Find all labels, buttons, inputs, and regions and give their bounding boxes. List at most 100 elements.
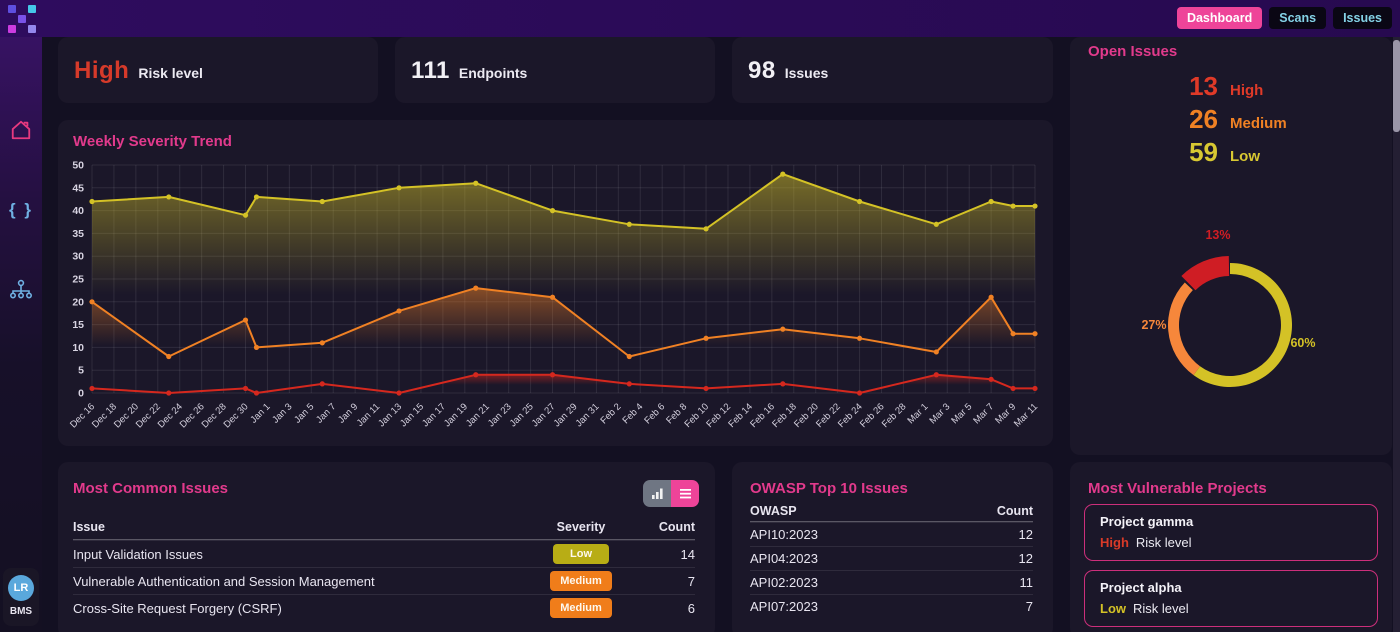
most-common-issues-table: Issue Severity Count Input Validation Issue… <box>58 514 715 621</box>
open-issues-row: 59 Low <box>1070 137 1392 168</box>
avatar: LR <box>8 575 34 601</box>
endpoints-card: 111 Endpoints <box>395 37 715 103</box>
list-icon <box>679 489 691 499</box>
svg-text:Mar 11: Mar 11 <box>1012 401 1040 429</box>
svg-text:Jan 5: Jan 5 <box>292 401 316 425</box>
svg-text:13%: 13% <box>1205 228 1230 242</box>
open-issues-title: Open Issues <box>1088 43 1178 60</box>
svg-text:15: 15 <box>72 319 84 331</box>
owasp-panel: OWASP Top 10 Issues OWASP Count API10:2023… <box>732 462 1053 632</box>
logo-square <box>8 25 16 33</box>
main-nav: Dashboard Scans Issues <box>1176 7 1392 29</box>
table-row[interactable]: API10:2023 12 <box>750 522 1033 546</box>
svg-text:30: 30 <box>72 251 84 263</box>
most-common-issues-title: Most Common Issues <box>73 480 229 497</box>
severity-badge: Medium <box>550 571 612 591</box>
open-issue-label: Medium <box>1230 115 1287 132</box>
open-issues-row: 13 High <box>1070 71 1392 102</box>
table-row[interactable]: Cross-Site Request Forgery (CSRF) Medium 6 <box>73 594 695 621</box>
view-toggle <box>643 480 699 507</box>
open-issues-panel: Open Issues 13 High 26 Medium 59 Low 60% 27% 13… <box>1070 37 1392 455</box>
logo-square <box>28 5 36 13</box>
svg-text:35: 35 <box>72 228 84 240</box>
table-header: Issue Severity Count <box>73 514 695 540</box>
svg-text:Jan 13: Jan 13 <box>376 401 404 429</box>
user-menu[interactable]: LR BMS <box>3 568 39 626</box>
owasp-count: 12 <box>1018 551 1033 566</box>
project-card[interactable]: Project gamma High Risk level <box>1084 504 1378 561</box>
owasp-id: API07:2023 <box>750 599 818 614</box>
svg-text:Jan 1: Jan 1 <box>248 401 272 425</box>
network-sitemap-icon[interactable] <box>0 278 42 302</box>
list-view-button[interactable] <box>671 480 699 507</box>
svg-text:50: 50 <box>72 160 84 172</box>
severity-donut-chart: 60% 27% 13% <box>1141 228 1316 387</box>
open-issue-label: High <box>1230 82 1264 99</box>
issue-count: 14 <box>680 546 695 562</box>
svg-text:Feb 2: Feb 2 <box>598 401 623 426</box>
open-issue-count: 26 <box>1189 104 1218 134</box>
svg-text:Feb 6: Feb 6 <box>642 401 667 426</box>
svg-text:Mar 7: Mar 7 <box>971 401 996 426</box>
bar-chart-icon <box>651 488 663 499</box>
table-row[interactable]: API04:2023 12 <box>750 546 1033 570</box>
chart-view-button[interactable] <box>643 480 671 507</box>
home-icon[interactable] <box>0 119 42 141</box>
page-scrollbar[interactable] <box>1393 37 1400 632</box>
trend-title: Weekly Severity Trend <box>73 133 232 150</box>
logo-square <box>28 25 36 33</box>
project-risk-label: Risk level <box>1135 535 1192 550</box>
svg-text:20: 20 <box>72 296 84 308</box>
top-bar: Dashboard Scans Issues <box>0 0 1400 37</box>
svg-text:Feb 4: Feb 4 <box>620 401 645 426</box>
severity-badge: Medium <box>550 598 612 618</box>
svg-text:Jan 31: Jan 31 <box>574 401 602 429</box>
issue-count: 6 <box>687 600 695 616</box>
svg-text:Feb 28: Feb 28 <box>880 401 909 430</box>
svg-text:Jan 17: Jan 17 <box>420 401 448 429</box>
table-row[interactable]: Vulnerable Authentication and Session Ma… <box>73 567 695 594</box>
issue-name: Input Validation Issues <box>73 546 203 562</box>
svg-text:Mar 5: Mar 5 <box>949 401 974 426</box>
page-scrollbar-thumb[interactable] <box>1393 40 1400 132</box>
avatar-label: BMS <box>9 606 33 617</box>
svg-text:Jan 25: Jan 25 <box>508 401 536 429</box>
svg-text:45: 45 <box>72 182 84 194</box>
nav-scans-button[interactable]: Scans <box>1269 7 1327 29</box>
most-common-issues-panel: Most Common Issues Issue Severity Count Inp… <box>58 462 715 632</box>
svg-text:27%: 27% <box>1141 318 1166 332</box>
risk-level-card: High Risk level <box>58 37 378 103</box>
table-row[interactable]: API02:2023 11 <box>750 570 1033 594</box>
svg-text:25: 25 <box>72 274 84 286</box>
owasp-count: 7 <box>1025 599 1033 614</box>
table-row[interactable]: API07:2023 7 <box>750 594 1033 618</box>
svg-text:10: 10 <box>72 342 84 354</box>
nav-issues-button[interactable]: Issues <box>1333 7 1392 29</box>
svg-text:Mar 1: Mar 1 <box>906 401 931 426</box>
svg-text:Jan 7: Jan 7 <box>314 401 338 425</box>
svg-text:5: 5 <box>78 365 84 377</box>
svg-text:Jan 3: Jan 3 <box>270 401 294 425</box>
code-braces-icon[interactable]: { } <box>9 200 33 219</box>
project-card[interactable]: Project alpha Low Risk level <box>1084 570 1378 627</box>
issues-value: 98 <box>748 57 776 84</box>
project-risk-label: Risk level <box>1133 601 1189 616</box>
open-issues-row: 26 Medium <box>1070 104 1392 135</box>
svg-text:Jan 21: Jan 21 <box>464 401 492 429</box>
owasp-count: 11 <box>1019 575 1034 590</box>
svg-text:Jan 15: Jan 15 <box>398 401 426 429</box>
vulnerable-projects-panel: Most Vulnerable Projects Project gamma Hi… <box>1070 462 1392 632</box>
risk-level-value: High <box>74 57 130 84</box>
app-logo-icon[interactable] <box>8 5 36 33</box>
svg-text:60%: 60% <box>1290 336 1315 350</box>
svg-text:Jan 29: Jan 29 <box>552 401 580 429</box>
nav-dashboard-button[interactable]: Dashboard <box>1176 7 1263 29</box>
issues-label: Issues <box>784 65 829 81</box>
side-nav: { } LR BMS <box>0 37 42 632</box>
project-name: Project alpha <box>1100 580 1182 595</box>
svg-text:Dec 30: Dec 30 <box>222 401 251 430</box>
endpoints-value: 111 <box>411 57 450 84</box>
table-row[interactable]: Input Validation Issues Low 14 <box>73 540 695 567</box>
svg-text:0: 0 <box>78 388 84 400</box>
endpoints-label: Endpoints <box>458 65 528 81</box>
